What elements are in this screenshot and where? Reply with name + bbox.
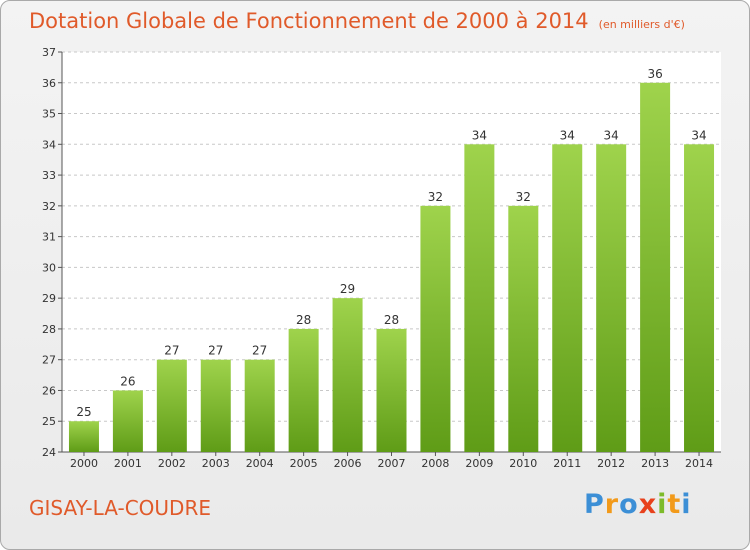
y-tick-label: 24 — [42, 446, 56, 459]
bar — [156, 359, 187, 452]
x-tick-label: 2004 — [246, 457, 274, 470]
y-tick-label: 36 — [42, 77, 56, 90]
bar — [684, 144, 715, 453]
bar-value-label: 25 — [76, 405, 91, 419]
x-tick-label: 2006 — [334, 457, 362, 470]
bar — [376, 328, 407, 452]
y-tick-label: 35 — [42, 108, 56, 121]
bar-value-label: 32 — [428, 190, 443, 204]
y-tick-label: 27 — [42, 354, 56, 367]
bar-value-label: 34 — [472, 128, 487, 142]
x-tick-label: 2011 — [553, 457, 581, 470]
y-tick-label: 34 — [42, 138, 56, 151]
bar — [552, 144, 583, 453]
bar — [68, 421, 99, 452]
bar — [420, 205, 451, 452]
bar — [288, 328, 319, 452]
bar-value-label: 32 — [516, 190, 531, 204]
bar — [640, 82, 671, 453]
x-tick-label: 2010 — [509, 457, 537, 470]
y-tick-label: 31 — [42, 231, 56, 244]
bar-value-label: 28 — [296, 313, 311, 327]
y-tick-label: 28 — [42, 323, 56, 336]
bar-value-label: 29 — [340, 282, 355, 296]
bar-value-label: 27 — [208, 344, 223, 358]
x-tick-label: 2014 — [685, 457, 713, 470]
bar-value-label: 26 — [120, 374, 135, 388]
bar-value-label: 27 — [252, 344, 267, 358]
y-tick-label: 29 — [42, 292, 56, 305]
x-tick-label: 2008 — [421, 457, 449, 470]
bar — [508, 205, 539, 452]
bar-value-label: 34 — [560, 128, 575, 142]
bar — [244, 359, 275, 452]
y-tick-label: 26 — [42, 384, 56, 397]
x-tick-label: 2002 — [158, 457, 186, 470]
x-tick-label: 2013 — [641, 457, 669, 470]
x-tick-label: 2005 — [290, 457, 318, 470]
bar-value-label: 27 — [164, 344, 179, 358]
bar — [332, 298, 363, 452]
chart-title: Dotation Globale de Fonctionnement de 20… — [29, 9, 685, 33]
chart-subtitle: (en milliers d'€) — [598, 18, 685, 31]
x-tick-label: 2001 — [114, 457, 142, 470]
bar-value-label: 34 — [691, 128, 706, 142]
bar — [112, 390, 143, 452]
bar — [464, 144, 495, 453]
x-tick-label: 2000 — [70, 457, 98, 470]
y-tick-label: 30 — [42, 261, 56, 274]
proxiti-logo: Proxiti — [584, 489, 692, 520]
commune-name: GISAY-LA-COUDRE — [29, 496, 211, 520]
bar-value-label: 28 — [384, 313, 399, 327]
y-tick-label: 25 — [42, 415, 56, 428]
bar — [596, 144, 627, 453]
y-tick-label: 32 — [42, 200, 56, 213]
bar — [200, 359, 231, 452]
y-tick-label: 33 — [42, 169, 56, 182]
x-tick-label: 2012 — [597, 457, 625, 470]
chart-title-text: Dotation Globale de Fonctionnement de 20… — [29, 9, 589, 33]
x-tick-label: 2009 — [465, 457, 493, 470]
x-tick-label: 2007 — [378, 457, 406, 470]
x-tick-label: 2003 — [202, 457, 230, 470]
bar-value-label: 34 — [604, 128, 619, 142]
y-tick-label: 37 — [42, 46, 56, 59]
bar-value-label: 36 — [647, 67, 662, 81]
